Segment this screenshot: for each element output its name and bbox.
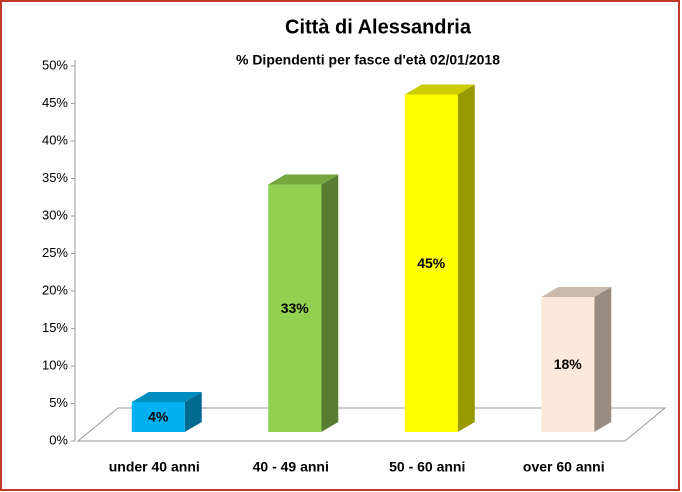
chart-subtitle: % Dipendenti per fasce d'età 02/01/2018 [236, 52, 500, 68]
chart-title: Città di Alessandria [285, 16, 472, 38]
y-tick-label: 45% [42, 95, 68, 110]
x-tick-label: over 60 anni [523, 459, 605, 475]
bar-top [541, 287, 612, 297]
bar [541, 287, 612, 432]
bar-top [131, 392, 202, 402]
bar-front [541, 297, 595, 432]
x-tick-label: 50 - 60 anni [389, 459, 465, 475]
y-tick-label: 35% [42, 170, 68, 185]
bar-front [131, 402, 185, 432]
bar [268, 174, 339, 432]
floor [76, 407, 667, 442]
y-tick-label: 30% [42, 207, 68, 222]
y-tick-label: 15% [42, 320, 68, 335]
value-label: 4% [148, 409, 169, 425]
value-label: 18% [554, 356, 583, 372]
x-tick-label: under 40 anni [109, 459, 200, 475]
y-tick-label: 0% [49, 432, 68, 447]
bar [131, 392, 202, 432]
bar-side [457, 84, 475, 432]
bar-front [404, 94, 458, 432]
y-tick-label: 10% [42, 357, 68, 372]
value-label: 45% [417, 255, 446, 271]
y-tick-label: 25% [42, 245, 68, 260]
value-label: 33% [281, 300, 310, 316]
bar-side [594, 287, 612, 432]
bar-side [321, 174, 339, 432]
y-tick-label: 5% [49, 395, 68, 410]
x-tick-label: 40 - 49 anni [253, 459, 329, 475]
bar-side [184, 392, 202, 432]
bar [404, 84, 475, 432]
bar-top [268, 174, 339, 185]
y-tick-label: 50% [42, 57, 68, 72]
bar-front [268, 184, 322, 432]
y-tick-label: 20% [42, 282, 68, 297]
y-tick-label: 40% [42, 132, 68, 147]
bar-top [404, 84, 475, 95]
